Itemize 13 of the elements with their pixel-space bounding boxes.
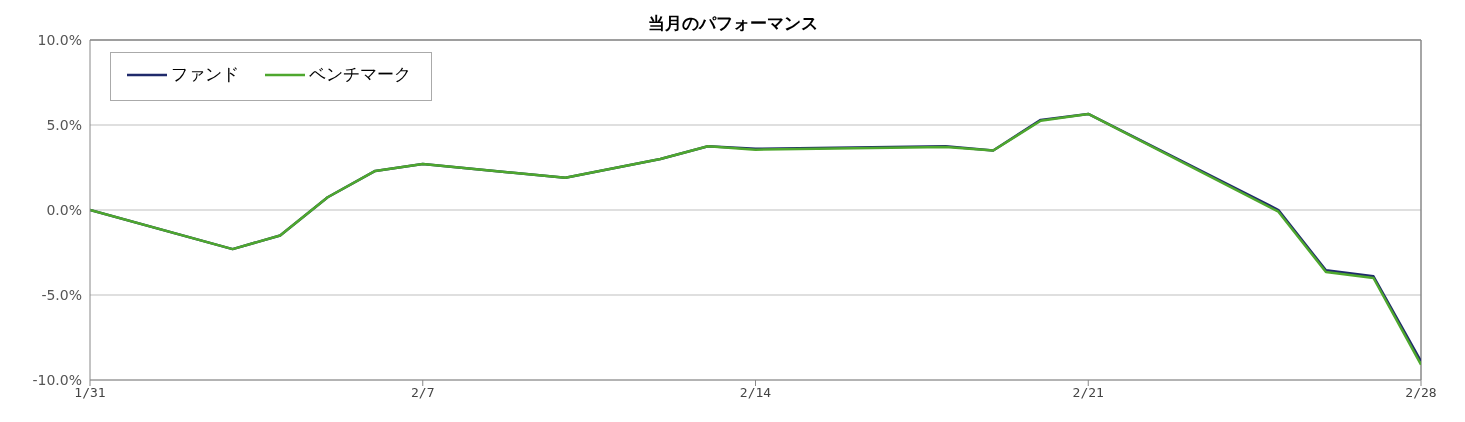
y-tick-label: 10.0% bbox=[37, 31, 82, 48]
y-tick-label: -10.0% bbox=[32, 371, 82, 388]
x-tick-label: 2/7 bbox=[411, 385, 435, 401]
x-tick-label: 2/14 bbox=[739, 385, 772, 401]
x-tick-label: 2/28 bbox=[1405, 385, 1437, 401]
y-tick-label: -5.0% bbox=[41, 286, 82, 303]
y-tick-label: 0.0% bbox=[46, 201, 82, 218]
legend-label: ベンチマーク bbox=[309, 63, 411, 86]
x-tick-label: 1/31 bbox=[74, 385, 106, 401]
legend-label: ファンド bbox=[171, 63, 239, 86]
y-tick-label: 5.0% bbox=[46, 116, 82, 133]
x-tick-label: 2/21 bbox=[1072, 385, 1104, 401]
chart-title: 当月のパフォーマンス bbox=[647, 13, 818, 33]
